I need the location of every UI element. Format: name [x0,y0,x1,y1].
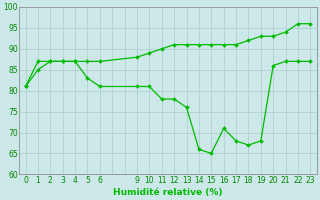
X-axis label: Humidité relative (%): Humidité relative (%) [113,188,223,197]
